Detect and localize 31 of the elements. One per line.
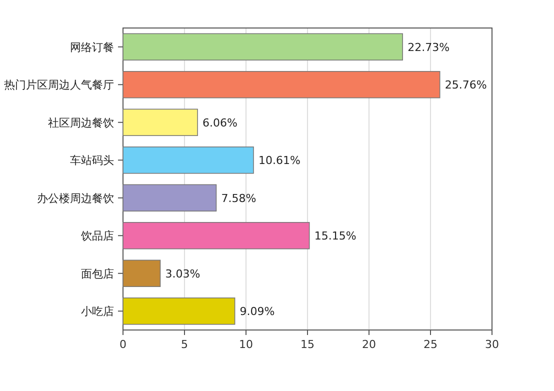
data-label: 7.58% [221, 192, 256, 205]
bar [122, 298, 236, 325]
bar [122, 33, 403, 60]
bar [122, 108, 198, 136]
data-label: 22.73% [408, 40, 450, 54]
x-tick-label: 20 [362, 338, 376, 351]
y-tick-label: 小吃店 [81, 305, 114, 318]
y-tick-label: 车站码头 [70, 154, 114, 168]
bar [122, 184, 217, 212]
bar [122, 260, 161, 287]
x-tick-label: 10 [239, 338, 253, 351]
y-tick-label: 面包店 [81, 267, 114, 280]
data-label: 10.61% [258, 154, 300, 168]
y-tick-label: 办公楼周边餐饮 [37, 192, 114, 205]
x-tick-label: 5 [181, 338, 188, 351]
data-label: 15.15% [314, 230, 356, 243]
bar [122, 146, 254, 174]
bar [122, 71, 440, 98]
y-tick-label: 热门片区周边人气餐厅 [4, 78, 114, 92]
data-label: 9.09% [240, 305, 275, 318]
y-tick-label: 社区周边餐饮 [48, 116, 114, 130]
x-tick-label: 25 [424, 338, 438, 351]
x-tick-label: 15 [300, 338, 314, 351]
data-label: 3.03% [165, 267, 200, 280]
y-tick-label: 饮品店 [80, 230, 114, 243]
y-tick-label: 网络订餐 [70, 40, 114, 54]
data-label: 6.06% [202, 116, 238, 130]
data-label: 25.76% [444, 78, 487, 92]
bar [122, 222, 310, 250]
x-tick-label: 0 [120, 338, 126, 351]
x-tick-label: 30 [485, 338, 499, 351]
